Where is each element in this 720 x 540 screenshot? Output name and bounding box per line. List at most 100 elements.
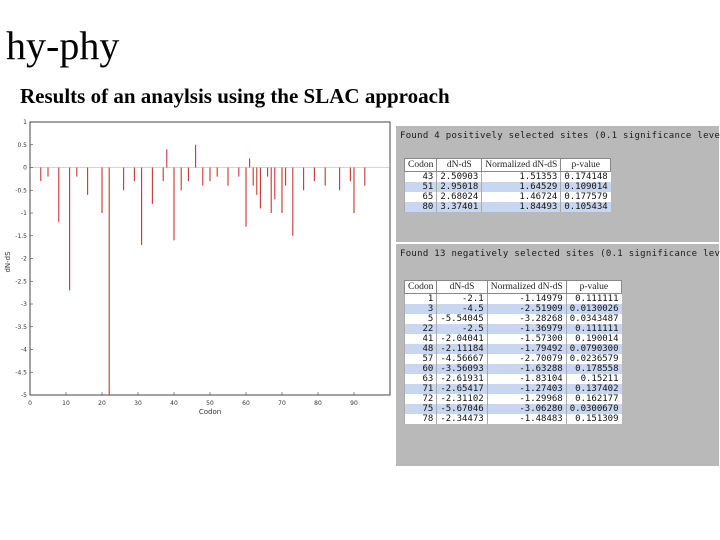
table-cell: -2.04041 bbox=[436, 334, 488, 344]
table-cell: 0.151309 bbox=[565, 414, 622, 424]
table-cell: -1.14979 bbox=[486, 293, 567, 304]
table-row[interactable]: 48 -2.11184 -1.79492 0.0790300 bbox=[403, 344, 622, 354]
table-cell: -3.28268 bbox=[486, 314, 567, 324]
table-cell: 2.68024 bbox=[436, 192, 482, 202]
table-cell: -5.54045 bbox=[436, 314, 488, 324]
table-cell: 80 bbox=[403, 202, 437, 212]
table-cell: 0.111111 bbox=[565, 293, 622, 304]
column-header-dnds[interactable]: dN-dS bbox=[436, 280, 488, 294]
table-row[interactable]: 63 -2.61931 -1.83104 0.15211 bbox=[403, 374, 622, 384]
table-row[interactable]: 43 2.50903 1.51353 0.174148 bbox=[403, 171, 611, 182]
table-cell: -2.51909 bbox=[486, 304, 567, 314]
y-tick-label: -0.5 bbox=[15, 187, 27, 194]
plot-frame bbox=[29, 121, 391, 396]
table-row[interactable]: 75 -5.67046 -3.06280 0.0300670 bbox=[403, 404, 622, 414]
table-cell: 0.111111 bbox=[565, 324, 622, 334]
table-row[interactable]: 72 -2.31102 -1.29968 0.162177 bbox=[403, 394, 622, 404]
x-tick-label: 20 bbox=[98, 400, 106, 407]
table-cell: 0.177579 bbox=[560, 192, 611, 202]
table-cell: 0.0130026 bbox=[565, 304, 622, 314]
table-cell: 41 bbox=[403, 334, 437, 344]
table-cell: -1.27403 bbox=[486, 384, 567, 394]
table-cell: 3.37401 bbox=[436, 202, 482, 212]
table-cell: -3.56093 bbox=[436, 364, 488, 374]
table-cell: -2.31102 bbox=[436, 394, 488, 404]
y-tick-label: 1 bbox=[23, 119, 27, 126]
table-cell: -1.29968 bbox=[486, 394, 567, 404]
table-cell: -4.5 bbox=[436, 304, 488, 314]
table-cell: -2.61931 bbox=[436, 374, 488, 384]
table-row[interactable]: 65 2.68024 1.46724 0.177579 bbox=[403, 192, 611, 202]
table-cell: 72 bbox=[403, 394, 437, 404]
table-cell: -2.1 bbox=[436, 293, 488, 304]
y-tick-label: -4.5 bbox=[15, 369, 27, 376]
table-cell: 1.51353 bbox=[481, 171, 561, 182]
y-tick-label: -5 bbox=[21, 392, 27, 399]
table-cell: 43 bbox=[403, 171, 437, 182]
column-header-pvalue[interactable]: p-value bbox=[560, 158, 612, 172]
table-cell: 63 bbox=[403, 374, 437, 384]
column-header-dnds[interactable]: dN-dS bbox=[436, 158, 483, 172]
column-header-pvalue[interactable]: p-value bbox=[565, 280, 623, 294]
table-cell: 2.95018 bbox=[436, 182, 482, 192]
table-cell: -1.57300 bbox=[486, 334, 567, 344]
table-cell: 1.64529 bbox=[481, 182, 561, 192]
x-tick-label: 30 bbox=[134, 400, 142, 407]
table-row[interactable]: 22 -2.5 -1.36979 0.111111 bbox=[403, 324, 622, 334]
table-cell: 22 bbox=[403, 324, 437, 334]
table-cell: -2.70079 bbox=[486, 354, 567, 364]
x-tick-label: 80 bbox=[314, 400, 322, 407]
x-tick-label: 70 bbox=[278, 400, 286, 407]
y-tick-label: -3 bbox=[21, 301, 27, 308]
table-cell: 60 bbox=[403, 364, 437, 374]
table-row[interactable]: 80 3.37401 1.84493 0.105434 bbox=[403, 202, 611, 212]
table-row[interactable]: 51 2.95018 1.64529 0.109014 bbox=[403, 182, 611, 192]
table-cell: 1.84493 bbox=[481, 202, 561, 212]
table-cell: 75 bbox=[403, 404, 437, 414]
table-cell: -1.36979 bbox=[486, 324, 567, 334]
table-row[interactable]: 57 -4.56667 -2.70079 0.0236579 bbox=[403, 354, 622, 364]
table-cell: -4.56667 bbox=[436, 354, 488, 364]
table-cell: -3.06280 bbox=[486, 404, 567, 414]
negative-sites-title: Found 13 negatively selected sites (0.1 … bbox=[400, 249, 720, 259]
table-cell: -2.5 bbox=[436, 324, 488, 334]
column-header-normalized[interactable]: Normalized dN-dS bbox=[481, 158, 562, 172]
y-tick-label: -1.5 bbox=[15, 233, 27, 240]
table-cell: 0.178558 bbox=[565, 364, 622, 374]
y-tick-label: -4 bbox=[21, 347, 27, 354]
table-cell: 0.0300670 bbox=[565, 404, 622, 414]
table-cell: 48 bbox=[403, 344, 437, 354]
table-cell: -1.48483 bbox=[486, 414, 567, 424]
x-tick-label: 90 bbox=[350, 400, 358, 407]
table-row[interactable]: 3 -4.5 -2.51909 0.0130026 bbox=[403, 304, 622, 314]
y-tick-label: -2 bbox=[21, 256, 27, 263]
table-row[interactable]: 78 -2.34473 -1.48483 0.151309 bbox=[403, 414, 622, 424]
x-tick-label: 40 bbox=[170, 400, 178, 407]
table-header-row: Codon dN-dS Normalized dN-dS p-value bbox=[403, 158, 612, 172]
table-cell: -1.79492 bbox=[486, 344, 567, 354]
table-row[interactable]: 5 -5.54045 -3.28268 0.0343487 bbox=[403, 314, 622, 324]
table-row[interactable]: 41 -2.04041 -1.57300 0.190014 bbox=[403, 334, 622, 344]
y-tick-label: 0.5 bbox=[17, 142, 27, 149]
table-cell: 0.0236579 bbox=[565, 354, 622, 364]
table-cell: 71 bbox=[403, 384, 437, 394]
table-row[interactable]: 1 -2.1 -1.14979 0.111111 bbox=[403, 293, 622, 304]
table-cell: -5.67046 bbox=[436, 404, 488, 414]
table-cell: 57 bbox=[403, 354, 437, 364]
table-header-row: Codon dN-dS Normalized dN-dS p-value bbox=[403, 280, 623, 294]
page-subtitle: Results of an anaylsis using the SLAC ap… bbox=[20, 84, 450, 108]
table-cell: 5 bbox=[403, 314, 437, 324]
column-header-codon[interactable]: Codon bbox=[403, 280, 438, 294]
column-header-normalized[interactable]: Normalized dN-dS bbox=[486, 280, 567, 294]
table-row[interactable]: 71 -2.65417 -1.27403 0.137402 bbox=[403, 384, 622, 394]
y-tick-label: -1 bbox=[21, 210, 27, 217]
column-header-codon[interactable]: Codon bbox=[403, 158, 438, 172]
table-cell: 0.174148 bbox=[560, 171, 611, 182]
table-cell: 78 bbox=[403, 414, 437, 424]
table-row[interactable]: 60 -3.56093 -1.63288 0.178558 bbox=[403, 364, 622, 374]
positive-sites-panel: Found 4 positively selected sites (0.1 s… bbox=[396, 126, 720, 242]
table-cell: 1 bbox=[403, 293, 437, 304]
table-cell: 0.15211 bbox=[565, 374, 622, 384]
table-cell: 0.162177 bbox=[565, 394, 622, 404]
y-tick-label: 0 bbox=[23, 165, 27, 172]
